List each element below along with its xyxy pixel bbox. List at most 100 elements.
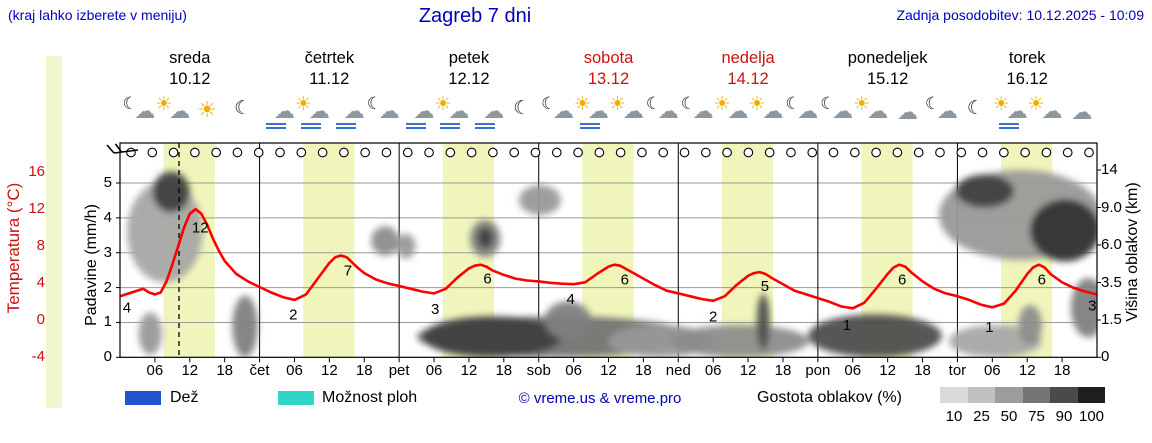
svg-text:6: 6: [1038, 272, 1046, 289]
cloud-icon: ☁: [867, 100, 889, 123]
day-name: nedelja: [721, 49, 775, 67]
day-name: torek: [1008, 49, 1046, 67]
day-header-ponedeljek: ponedeljek 15.12: [828, 48, 948, 90]
cloud-tick: 3.5: [1101, 273, 1122, 291]
sun-icon: ☀: [197, 97, 217, 122]
density-tick: 25: [973, 408, 990, 425]
copyright-link[interactable]: © vreme.us & vreme.pro: [518, 390, 682, 407]
weather-icon-sun-cloud-rain: ☀ ☁: [433, 95, 469, 129]
precip-tick: 4: [103, 208, 112, 226]
precip-tick: 1: [103, 313, 112, 331]
svg-text:6: 6: [483, 271, 491, 288]
weather-icon-sun-cloud: ☀ ☁: [713, 95, 749, 129]
cloud-density-blobs: [126, 170, 1097, 358]
density-tick: 90: [1055, 408, 1073, 425]
weather-icon-moon-cloud: ☾ ☁: [817, 95, 853, 129]
cloud-icon: ☁: [134, 100, 156, 123]
sun-icon: ☀: [1027, 94, 1045, 115]
density-gradient-segment: [1077, 387, 1105, 403]
day-date: 13.12: [587, 70, 630, 88]
cloud-density-gradient: [940, 387, 1105, 403]
weather-icon-sun-cloud-rain: ☀ ☁: [573, 95, 609, 129]
wind-row: [106, 143, 1094, 158]
svg-text:2: 2: [709, 309, 717, 326]
day-name: sobota: [583, 49, 634, 67]
cloud-icon: ☁: [169, 100, 191, 123]
svg-text:6: 6: [621, 272, 629, 289]
weather-icon-moon-cloud: ☾ ☁: [538, 95, 574, 129]
cloud-icon: ☁: [727, 100, 749, 123]
temperature-line: [120, 207, 1097, 310]
x-tick-12: 12: [321, 362, 338, 379]
rain-icon: [998, 123, 1019, 129]
weather-icon-cloud-rain: ☁: [468, 95, 504, 129]
day-date: 12.12: [448, 70, 490, 88]
cloud-icon: ☁: [1041, 100, 1063, 123]
weather-icon-cloud: ☁: [887, 95, 923, 129]
cloud-icon: ☁: [1071, 101, 1093, 124]
precip-tick: 2: [103, 278, 112, 296]
density-gradient-segment: [1050, 387, 1078, 403]
day-date: 16.12: [1006, 70, 1048, 88]
density-gradient-segment: [1022, 387, 1050, 403]
cloud-tick: 0: [1101, 348, 1110, 366]
density-tick: 10: [945, 408, 963, 425]
weather-icon-moon: ☾: [957, 95, 993, 129]
moon-icon: ☾: [234, 98, 252, 119]
cloud-icon: ☁: [553, 100, 575, 123]
moon-icon: ☾: [924, 94, 941, 113]
cloud-icon: ☁: [308, 100, 330, 123]
moon-icon: ☾: [541, 94, 557, 113]
precip-tick: 5: [103, 174, 112, 191]
weather-icon-cloud-rain: ☁: [399, 95, 435, 129]
moon-icon: ☾: [966, 98, 984, 119]
temp-tick: 0: [36, 311, 45, 328]
x-tick-18: 18: [216, 362, 234, 379]
rain-icon: [440, 123, 461, 129]
precip-tick: 3: [103, 243, 112, 261]
weather-icon-moon-cloud: ☾ ☁: [119, 95, 155, 129]
x-tick-ned: ned: [665, 362, 691, 379]
temp-tick: 16: [28, 163, 45, 180]
sun-icon: ☀: [155, 94, 173, 115]
day-date: 14.12: [727, 70, 769, 88]
svg-text:2: 2: [289, 307, 297, 324]
weather-icon-moon: ☾: [503, 95, 539, 129]
cloud-tick: 6.0: [1101, 236, 1122, 253]
day-date: 11.12: [309, 70, 350, 88]
wind-barb-icon: [106, 143, 139, 154]
rain-icon: [580, 123, 601, 129]
density-gradient-segment: [995, 387, 1023, 403]
x-tick-06: 06: [146, 362, 164, 379]
x-tick-tor: tor: [948, 362, 967, 379]
sun-icon: ☀: [434, 94, 452, 115]
page-title: Zagreb 7 dni: [418, 5, 532, 27]
day-header-petek: petek 12.12: [409, 48, 529, 90]
day-header-nedelja: nedelja 14.12: [688, 48, 808, 90]
day-name: četrtek: [304, 49, 355, 67]
x-tick-12: 12: [739, 362, 757, 379]
x-tick-18: 18: [635, 362, 652, 379]
weather-icon-sun-cloud: ☀ ☁: [748, 95, 784, 129]
svg-text:4: 4: [123, 299, 131, 316]
density-gradient-segment: [967, 387, 995, 403]
sun-icon: ☀: [713, 94, 731, 115]
x-tick-12: 12: [181, 362, 199, 379]
density-gradient-segment: [940, 387, 968, 403]
cloud-icon: ☁: [897, 101, 919, 124]
cloud-icon: ☁: [1006, 100, 1028, 123]
cloud-icon: ☁: [692, 100, 714, 123]
x-tick-18: 18: [495, 362, 513, 379]
moon-icon: ☾: [645, 94, 662, 113]
day-date: 10.12: [169, 70, 211, 88]
svg-text:4: 4: [567, 291, 575, 308]
day-date: 15.12: [866, 70, 909, 88]
weather-icon-cloud: ☁: [1062, 95, 1098, 129]
sun-icon: ☀: [294, 94, 312, 115]
last-update: Zadnja posodobitev: 10.12.2025 - 10:09: [896, 7, 1144, 23]
sun-icon: ☀: [748, 94, 766, 115]
sun-icon: ☀: [992, 94, 1010, 115]
x-tick-06: 06: [704, 362, 722, 379]
temperature-scale-strip: [46, 56, 62, 408]
svg-text:1: 1: [843, 317, 851, 334]
